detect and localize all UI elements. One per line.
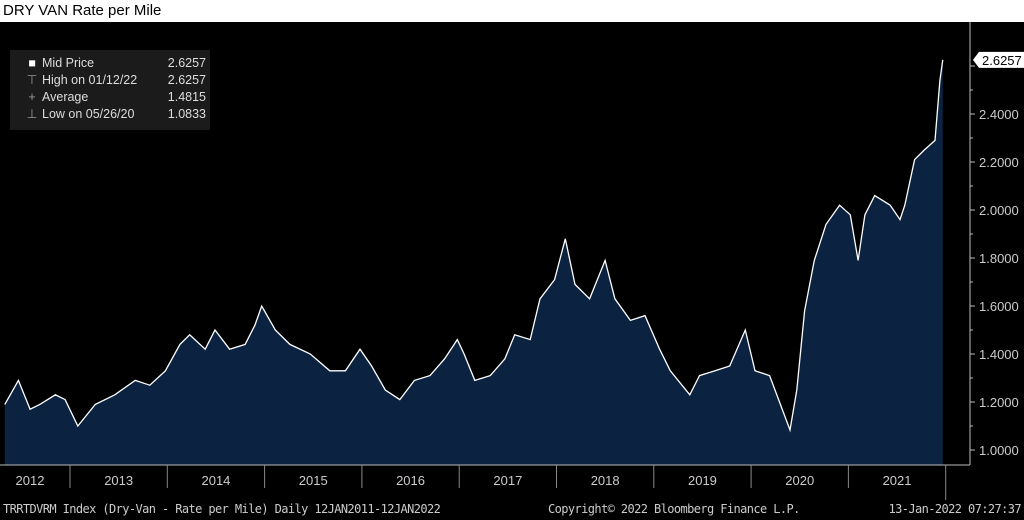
x-axis: 2012 2013 2014 2015 2016 2017 2018 2019 2020 2021 <box>0 464 970 500</box>
area-fill <box>4 59 943 466</box>
x-tick-label: 2021 <box>883 473 912 488</box>
x-tick-label: 2018 <box>591 473 620 488</box>
high-marker-icon: ⊤ <box>26 73 38 87</box>
last-value-label: 2.6257 <box>982 53 1022 68</box>
x-tick-label: 2017 <box>493 473 522 488</box>
x-tick-label: 2015 <box>299 473 328 488</box>
legend-label: Mid Price <box>42 56 95 70</box>
low-marker-icon: ⊥ <box>26 107 38 121</box>
legend-value: 2.6257 <box>167 56 206 70</box>
legend-label: Average <box>42 90 89 104</box>
last-value-marker <box>973 51 1024 68</box>
footer: TRRTDVRM Index (Dry-Van - Rate per Mile)… <box>0 500 1024 520</box>
legend-item-mid-price[interactable]: ■ Mid Price 2.6257 <box>10 55 210 72</box>
x-tick-label: 2020 <box>785 473 814 488</box>
y-tick-label: 2.0000 <box>979 203 1019 218</box>
y-tick-label: 1.4000 <box>979 347 1019 362</box>
y-axis: 1.0000 1.2000 1.4000 1.6000 1.8000 2.0000 2.20… <box>969 22 1024 465</box>
copyright: Copyright© 2022 Bloomberg Finance L.P. <box>548 502 800 516</box>
y-tick-label: 1.8000 <box>979 251 1019 266</box>
price-chart: 1.0000 1.2000 1.4000 1.6000 1.8000 2.0000 2.20… <box>0 22 1024 500</box>
ticker-info: TRRTDVRM Index (Dry-Van - Rate per Mile)… <box>3 502 441 516</box>
y-tick-label: 2.2000 <box>979 155 1019 170</box>
y-tick-label: 1.0000 <box>979 443 1019 458</box>
legend-item-average[interactable]: + Average 1.4815 <box>10 89 210 106</box>
x-tick-label: 2019 <box>688 473 717 488</box>
x-tick-label: 2012 <box>16 473 45 488</box>
x-tick-label: 2014 <box>201 473 230 488</box>
x-tick-label: 2013 <box>104 473 133 488</box>
legend-value: 1.0833 <box>167 107 206 121</box>
legend-item-low[interactable]: ⊥ Low on 05/26/20 1.0833 <box>10 106 210 123</box>
y-tick-label: 1.2000 <box>979 395 1019 410</box>
average-marker-icon: + <box>28 90 36 104</box>
timestamp: 13-Jan-2022 07:27:37 <box>888 502 1022 516</box>
plot-area <box>4 59 944 466</box>
legend-value: 1.4815 <box>167 90 206 104</box>
square-icon: ■ <box>28 56 36 70</box>
y-tick-label: 1.6000 <box>979 299 1019 314</box>
y-tick-label: 2.4000 <box>979 107 1019 122</box>
x-tick-label: 2016 <box>396 473 425 488</box>
legend-label: Low on 05/26/20 <box>42 107 135 121</box>
legend-label: High on 01/12/22 <box>42 73 138 87</box>
legend: ■ Mid Price 2.6257 ⊤ High on 01/12/22 2.… <box>10 50 210 130</box>
chart-title: DRY VAN Rate per Mile <box>0 0 1024 22</box>
legend-value: 2.6257 <box>167 73 206 87</box>
legend-item-high[interactable]: ⊤ High on 01/12/22 2.6257 <box>10 72 210 89</box>
price-line <box>4 59 944 433</box>
